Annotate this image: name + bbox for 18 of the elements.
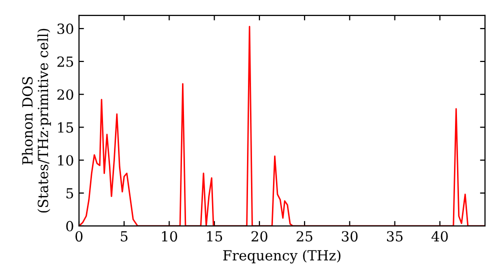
x-tick-label: 15 <box>207 231 222 242</box>
y-axis-title: Phonon DOS (States/THz·primitive cell) <box>22 28 51 213</box>
x-tick-label: 40 <box>431 231 448 242</box>
x-tick-label: 30 <box>342 231 358 242</box>
y-tick-label: 10 <box>58 155 74 166</box>
x-tick-label: 20 <box>252 231 268 242</box>
y-tick-label: 0 <box>66 220 74 232</box>
x-tick-label: 35 <box>387 231 403 242</box>
x-tick-label: 25 <box>296 231 312 242</box>
y-tick-label: 15 <box>58 122 74 133</box>
y-tick-label: 30 <box>58 24 74 34</box>
x-tick-label: 0 <box>75 231 82 242</box>
x-axis-title: Frequency (THz) <box>223 250 340 264</box>
y-tick-label: 20 <box>57 89 74 100</box>
y-tick-label: 25 <box>57 56 74 67</box>
x-tick-label: 5 <box>120 231 128 242</box>
y-tick-label: 5 <box>66 188 74 199</box>
x-tick-label: 10 <box>162 231 178 242</box>
